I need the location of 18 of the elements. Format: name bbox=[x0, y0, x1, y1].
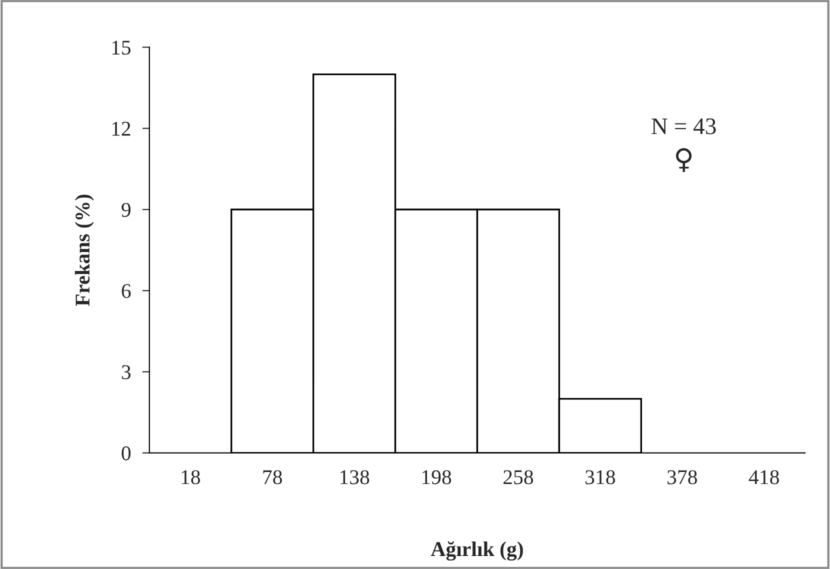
x-tick-label: 418 bbox=[748, 470, 779, 484]
x-tick-label: 78 bbox=[263, 470, 282, 484]
x-tick-label: 18 bbox=[182, 470, 200, 484]
x-tick-label: 318 bbox=[586, 470, 616, 484]
x-tick-label: 258 bbox=[504, 470, 534, 484]
annotation: ♀ bbox=[676, 148, 692, 172]
y-tick-label: 0 bbox=[122, 446, 131, 460]
annotation: N = 43 bbox=[652, 118, 716, 134]
y-tick-label: 15 bbox=[112, 40, 131, 55]
y-tick-label: 9 bbox=[122, 202, 130, 217]
y-tick-label: 3 bbox=[122, 365, 131, 380]
y-tick-label: 6 bbox=[122, 284, 131, 298]
x-axis-title: Ağırlık (g) bbox=[430, 541, 523, 561]
x-tick-label: 378 bbox=[668, 470, 697, 484]
x-tick-label: 138 bbox=[340, 470, 370, 484]
x-tick-label: 198 bbox=[422, 470, 452, 484]
y-tick-label: 12 bbox=[112, 122, 130, 136]
y-axis-title: Frekans (%) bbox=[74, 194, 94, 306]
